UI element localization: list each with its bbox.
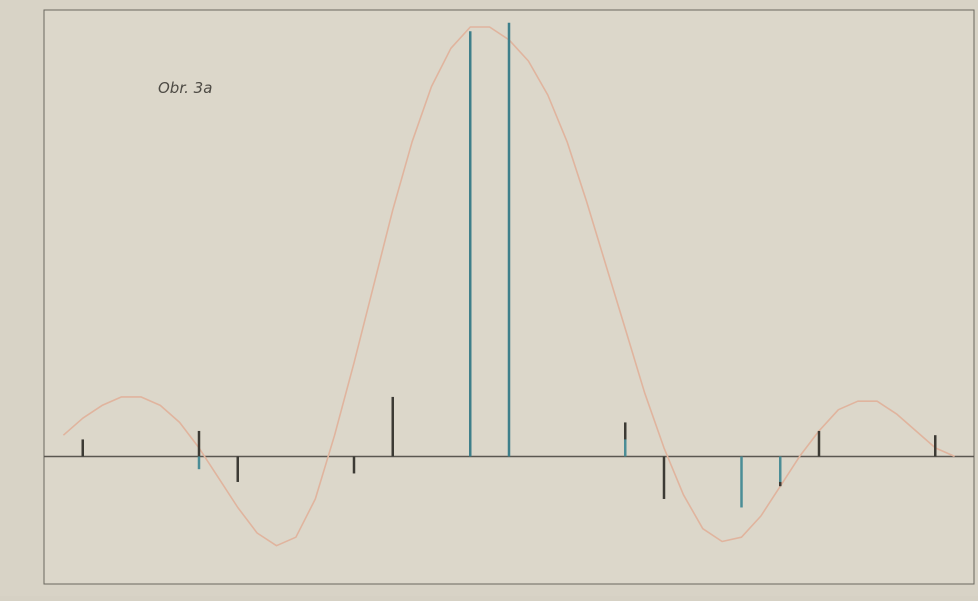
chart-marks [44, 22, 974, 547]
figure-annotation: Obr. 3a [158, 79, 212, 97]
